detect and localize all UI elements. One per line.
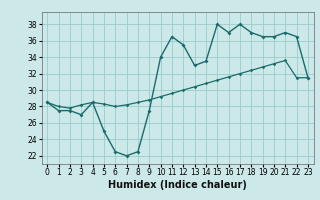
X-axis label: Humidex (Indice chaleur): Humidex (Indice chaleur) <box>108 180 247 190</box>
